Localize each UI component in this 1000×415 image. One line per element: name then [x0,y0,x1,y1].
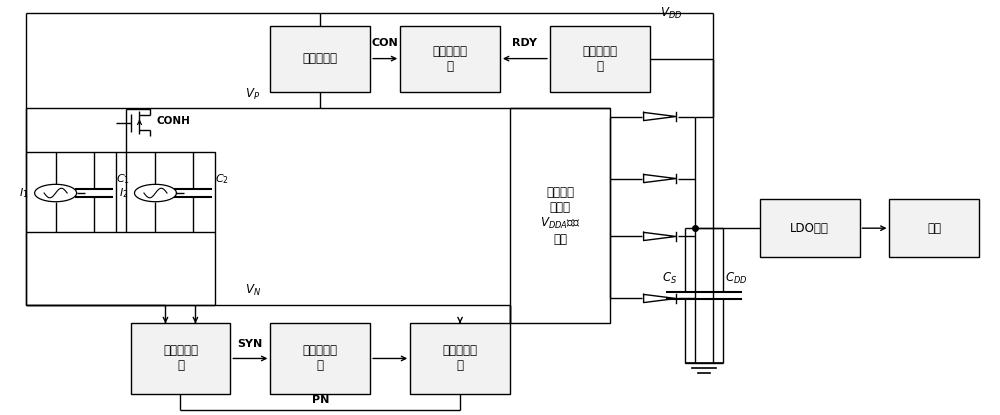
FancyBboxPatch shape [270,25,370,92]
Text: RDY: RDY [512,38,537,48]
FancyBboxPatch shape [510,108,610,323]
Text: $I_2$: $I_2$ [119,186,129,200]
Text: 连接控制模
块: 连接控制模 块 [433,44,468,73]
Text: $V_N$: $V_N$ [245,283,261,298]
Text: $C_S$: $C_S$ [662,271,677,286]
FancyBboxPatch shape [760,199,860,257]
Text: 电平移位器: 电平移位器 [303,52,338,65]
FancyBboxPatch shape [270,323,370,393]
FancyBboxPatch shape [400,25,500,92]
FancyBboxPatch shape [889,199,979,257]
Text: 电压管理模
块: 电压管理模 块 [582,44,617,73]
Text: LDO电路: LDO电路 [790,222,829,234]
Text: $C_2$: $C_2$ [215,173,229,186]
Text: CON: CON [372,38,399,48]
Text: 门驱动电
压电平
$V_{DDA}$产生
电路: 门驱动电 压电平 $V_{DDA}$产生 电路 [540,186,580,246]
Text: 脉冲排序模
块: 脉冲排序模 块 [443,344,478,373]
Text: $C_1$: $C_1$ [116,173,130,186]
FancyBboxPatch shape [131,323,230,393]
Text: $V_P$: $V_P$ [245,87,260,102]
Text: 负载: 负载 [927,222,941,234]
Text: 脉冲产生模
块: 脉冲产生模 块 [303,344,338,373]
Text: $I_1$: $I_1$ [19,186,29,200]
FancyBboxPatch shape [410,323,510,393]
Text: CONH: CONH [156,116,190,126]
Text: 过零检测模
块: 过零检测模 块 [163,344,198,373]
Text: SYN: SYN [238,339,263,349]
FancyBboxPatch shape [550,25,650,92]
Text: PN: PN [312,395,329,405]
Text: $V_{DD}$: $V_{DD}$ [660,6,682,22]
Text: $C_{DD}$: $C_{DD}$ [725,271,747,286]
